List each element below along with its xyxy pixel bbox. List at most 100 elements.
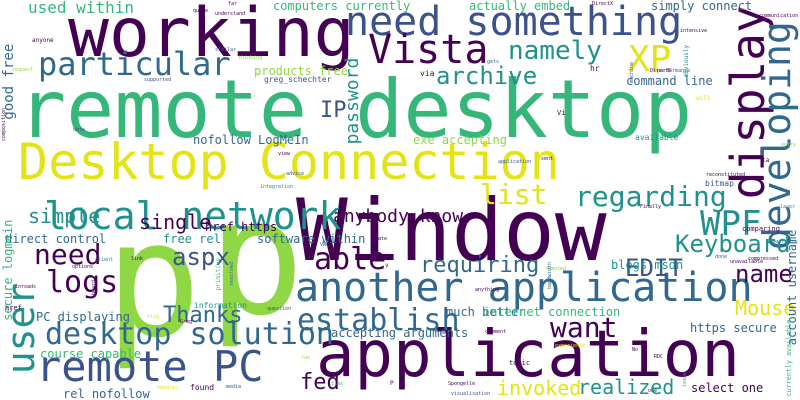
word-cloud-term: Finally xyxy=(640,204,662,210)
word-cloud-term: gets xyxy=(487,59,500,65)
word-cloud-term: composition xyxy=(1,107,7,141)
word-cloud-term: Greg xyxy=(180,319,193,325)
word-cloud-term: simply connect xyxy=(651,0,753,13)
word-cloud-term: nofollow LogMeIn xyxy=(193,133,309,147)
word-cloud-term: compressed xyxy=(748,256,779,262)
word-cloud-term: WPF xyxy=(700,204,762,244)
word-cloud-term: regarding xyxy=(575,180,727,213)
word-cloud-term: Keyboard xyxy=(675,230,791,258)
word-cloud-term: internet connection xyxy=(483,305,621,319)
word-cloud-term: DirectX xyxy=(592,1,614,7)
word-cloud-term: software within xyxy=(257,232,366,246)
word-cloud-term: local network xyxy=(44,194,342,238)
word-cloud-term: Vi xyxy=(557,109,566,117)
word-cloud-term: another application xyxy=(295,265,753,311)
word-cloud-term: client xyxy=(95,257,114,263)
word-cloud-term: available xyxy=(635,133,679,142)
word-cloud-term: desktop solution xyxy=(45,317,334,352)
word-cloud-term: similar xyxy=(215,47,237,53)
word-cloud-term: anything xyxy=(475,287,500,293)
word-cloud-term: greg_schechter xyxy=(264,75,332,84)
word-cloud-term: underlying xyxy=(770,240,798,245)
word-cloud-term: single xyxy=(139,210,212,234)
word-cloud-term: supported xyxy=(144,77,172,83)
word-cloud-term: performance xyxy=(657,68,691,74)
word-cloud-term: DirectB xyxy=(650,68,672,74)
word-cloud-term: Desktop Connection xyxy=(18,133,560,191)
word-cloud-term: remote desktop xyxy=(18,63,693,156)
word-cloud-term: comparing xyxy=(742,225,780,233)
word-cloud-term: https secure xyxy=(690,321,777,335)
word-cloud-term: one xyxy=(648,388,658,394)
word-cloud-term: remoted xyxy=(545,266,567,272)
word-cloud-term: XP xyxy=(628,39,672,80)
word-cloud-term: issue xyxy=(682,371,688,387)
word-cloud-term: list xyxy=(480,178,548,211)
word-cloud-term: experience xyxy=(555,343,586,349)
word-cloud-term: blog xyxy=(147,314,160,320)
word-cloud-term: resolved xyxy=(229,261,235,286)
word-cloud-term: course capable xyxy=(40,347,142,361)
word-cloud-term: link xyxy=(131,256,144,262)
word-cloud-term: href https xyxy=(205,220,278,234)
word-cloud-term: EDIT xyxy=(625,254,683,282)
word-cloud-term: sent xyxy=(541,156,554,162)
word-cloud-term: will xyxy=(696,95,711,102)
word-cloud-term: reconstituted xyxy=(706,172,746,178)
word-cloud-term: developing xyxy=(755,21,799,250)
word-cloud-term: want xyxy=(550,311,618,344)
word-cloud-term: found xyxy=(190,383,215,392)
word-cloud-term: particular xyxy=(38,45,231,83)
word-cloud-term: information xyxy=(194,301,247,310)
word-cloud-term: hr xyxy=(590,64,600,73)
word-cloud-term: establish xyxy=(297,303,460,338)
word-cloud-term: logs xyxy=(46,265,119,300)
word-cloud-term: IP xyxy=(320,98,347,123)
word-cloud-term: products free xyxy=(254,64,348,78)
word-cloud-term: communication xyxy=(759,13,799,19)
word-cloud-term: anybody know xyxy=(333,206,464,227)
word-cloud-term: used within xyxy=(28,0,134,17)
word-cloud-term: archive xyxy=(436,62,538,90)
word-cloud-term: requiring xyxy=(420,253,540,278)
word-cloud-term: p xyxy=(105,186,202,373)
word-cloud-term: v xyxy=(385,262,389,269)
word-cloud-term: working xyxy=(68,0,355,73)
word-cloud-term: command line xyxy=(626,74,713,88)
word-cloud-term: ta xyxy=(762,157,770,164)
word-cloud-term: unavailable xyxy=(730,259,764,265)
word-cloud-term: handles xyxy=(157,385,179,391)
word-cloud-term: quote xyxy=(193,8,209,14)
word-cloud-term: anyone xyxy=(32,37,54,44)
word-cloud-term: done xyxy=(715,254,728,260)
word-cloud-term: tims xyxy=(331,381,344,387)
word-cloud-term: via xyxy=(420,69,435,78)
word-cloud-term: free rel xyxy=(163,232,221,246)
word-cloud-term: far xyxy=(228,1,238,7)
word-cloud-term: blogs msdn xyxy=(611,258,684,272)
word-cloud-term: p xyxy=(208,164,305,351)
word-cloud-term: options xyxy=(72,264,94,270)
word-cloud-term: need xyxy=(34,238,102,271)
word-cloud-term: bitmap xyxy=(705,179,734,188)
word-cloud-term: thinking xyxy=(238,55,263,61)
word-cloud-term: accepting arguments xyxy=(331,326,469,340)
word-cloud-term: Thanks xyxy=(163,303,243,328)
word-cloud-term: No xyxy=(632,347,639,353)
word-cloud-term: late xyxy=(375,236,388,242)
word-cloud-term: primitive xyxy=(215,257,222,291)
word-cloud-term: simple xyxy=(28,204,101,228)
word-cloud-term: view xyxy=(278,151,291,157)
word-cloud-term: PC displaying xyxy=(36,310,130,324)
word-cloud-term: Duility xyxy=(140,250,162,256)
word-cloud-term: application xyxy=(316,318,740,392)
word-cloud-term: remote PC xyxy=(36,342,264,391)
word-cloud-term: topic xyxy=(509,359,531,367)
word-cloud-term: date xyxy=(73,127,86,133)
word-cloud-term: visualisation xyxy=(451,391,491,397)
word-cloud-term: Spongelle xyxy=(448,381,476,387)
word-cloud-term: Window xyxy=(296,181,607,281)
word-cloud-term: direct control xyxy=(5,232,107,246)
word-cloud-term: media xyxy=(226,384,242,390)
